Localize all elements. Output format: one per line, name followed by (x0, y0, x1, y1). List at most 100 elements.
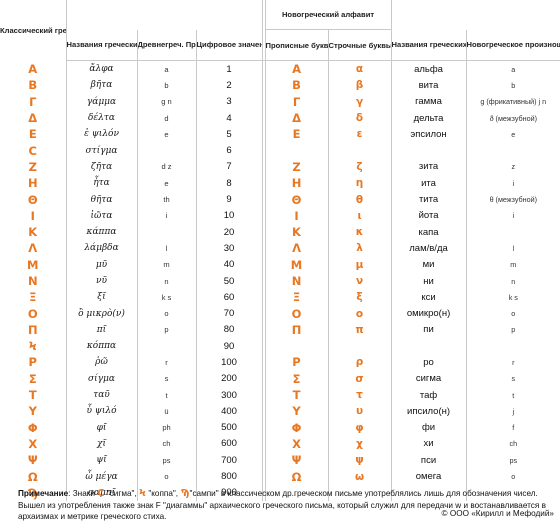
modern-pronunciation: n (465, 272, 560, 290)
letter-name: σίγμα (65, 370, 137, 387)
numeric-value: 800 (195, 468, 263, 485)
letter-name: κόππα (65, 338, 137, 355)
lowercase-letter: ω (327, 468, 392, 485)
modern-pronunciation: l (465, 240, 560, 257)
lowercase-letter: α (327, 60, 392, 78)
header-modern-group: Новогреческий алфавит (264, 0, 392, 30)
modern-name: ми (390, 256, 467, 273)
modern-pronunciation: a (465, 60, 560, 78)
modern-name (390, 142, 467, 159)
letter-name: ζῆτα (65, 158, 137, 176)
lowercase-letter: λ (327, 240, 392, 257)
modern-name: таф (390, 386, 467, 404)
modern-name: ро (390, 354, 467, 371)
classical-letter: Τ (28, 388, 37, 403)
lowercase-letter: γ (327, 93, 392, 110)
classical-letter: Θ (27, 192, 38, 207)
capital-letter: Ι (264, 207, 329, 224)
ancient-pronunciation: ch (136, 435, 196, 453)
ancient-pronunciation: r (136, 354, 196, 371)
capital-letter: Ζ (264, 158, 329, 176)
header-modern-pron: Новогреческое произношение (465, 29, 560, 61)
gap (261, 403, 266, 420)
modern-pronunciation (465, 484, 560, 502)
numeric-value: 20 (195, 223, 263, 241)
capital-letter (264, 142, 329, 159)
modern-pronunciation: m (465, 256, 560, 273)
classical-letter: Α (28, 61, 38, 76)
modern-name: дельта (390, 109, 467, 127)
ancient-pronunciation: k s (136, 289, 196, 306)
ancient-pronunciation: i (136, 207, 196, 224)
modern-name: ипсило(н) (390, 403, 467, 420)
numeric-value: 900 (195, 484, 263, 502)
lowercase-letter: δ (327, 109, 392, 127)
modern-pronunciation: θ (межзубной) (465, 191, 560, 208)
lowercase-letter: ε (327, 126, 392, 143)
lowercase-letter: σ (327, 370, 392, 387)
modern-pronunciation: ch (465, 435, 560, 453)
modern-pronunciation: z (465, 158, 560, 176)
modern-pronunciation: s (465, 370, 560, 387)
letter-name: ῥῶ (65, 354, 137, 371)
modern-name: зита (390, 158, 467, 176)
note-text: "сампи" в классическом др.греческом пись… (18, 489, 546, 521)
ancient-pronunciation: d (136, 109, 196, 127)
classical-letter: Κ (28, 225, 38, 240)
note: Примечание: Знаки Ϲ "сигма", Ϟ "коппа", … (18, 488, 558, 523)
classical-letter: Μ (27, 257, 39, 272)
ancient-pronunciation: t (136, 386, 196, 404)
modern-pronunciation: t (465, 386, 560, 404)
capital-letter: Σ (264, 370, 329, 387)
numeric-value: 50 (195, 272, 263, 290)
numeric-value: 30 (195, 240, 263, 257)
ancient-pronunciation (136, 338, 196, 355)
capital-letter (264, 484, 329, 502)
gap (261, 354, 266, 371)
gap (261, 272, 266, 290)
lowercase-letter: τ (327, 386, 392, 404)
modern-name: фи (390, 419, 467, 436)
ancient-pronunciation: n (136, 272, 196, 290)
capital-letter: Α (264, 60, 329, 78)
capital-letter: Μ (264, 256, 329, 273)
ancient-pronunciation: e (136, 126, 196, 143)
lowercase-letter: θ (327, 191, 392, 208)
classical-letter: Φ (27, 420, 38, 435)
modern-name: омега (390, 468, 467, 485)
lowercase-letter: φ (327, 419, 392, 436)
modern-name: омикро(н) (390, 305, 467, 322)
ancient-pronunciation (136, 484, 196, 502)
numeric-value: 4 (195, 109, 263, 127)
modern-pronunciation: o (465, 305, 560, 322)
ancient-pronunciation: th (136, 191, 196, 208)
modern-pronunciation: b (465, 77, 560, 94)
numeric-value: 100 (195, 354, 263, 371)
letter-name: κάππα (65, 223, 137, 241)
modern-name: хи (390, 435, 467, 453)
numeric-value: 70 (195, 305, 263, 322)
modern-pronunciation: r (465, 354, 560, 371)
sigma-symbol: Ϲ (97, 488, 105, 499)
letter-name: ψῖ (65, 452, 137, 469)
modern-name: тита (390, 191, 467, 208)
capital-letter (264, 338, 329, 355)
gap (261, 256, 266, 273)
gap (261, 419, 266, 436)
ancient-pronunciation: s (136, 370, 196, 387)
ancient-pronunciation: g n (136, 93, 196, 110)
letter-name: σαμπῖ (65, 484, 137, 502)
lowercase-letter: ο (327, 305, 392, 322)
gap (261, 484, 266, 502)
capital-letter: Ε (264, 126, 329, 143)
